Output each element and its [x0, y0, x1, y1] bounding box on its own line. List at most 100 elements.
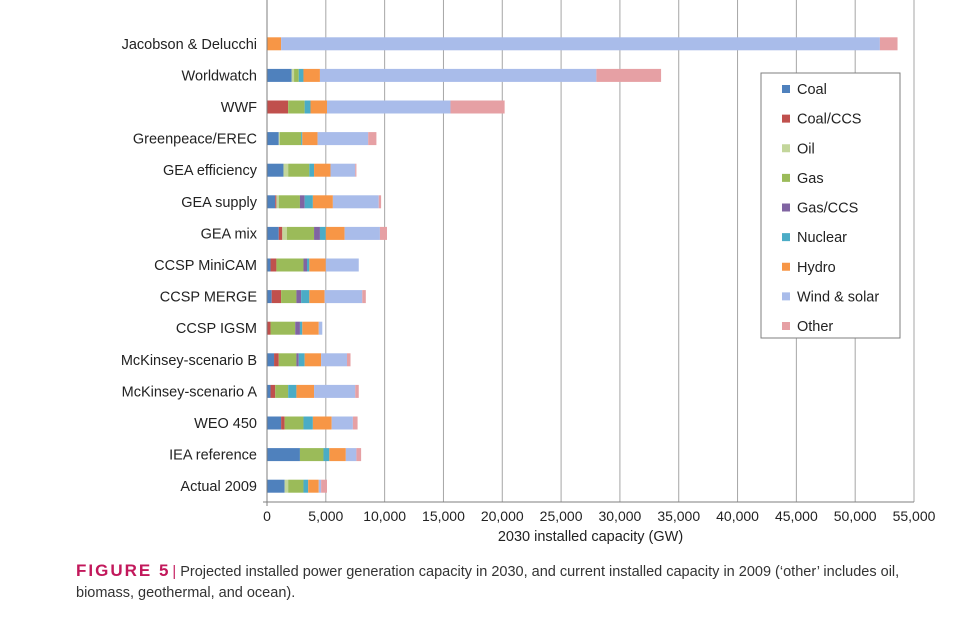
bar-segment — [302, 321, 319, 335]
bar-segment — [362, 290, 366, 304]
bar-segment — [344, 226, 380, 240]
bar-segment — [276, 258, 304, 272]
bar-segment — [323, 448, 330, 462]
legend-label: Gas — [797, 171, 824, 187]
bar-segment — [303, 68, 320, 82]
bar-segment — [352, 416, 358, 430]
bar-segment — [267, 448, 300, 462]
bar-segment — [324, 290, 363, 304]
bar-segment — [296, 290, 302, 304]
bar-segment — [286, 226, 315, 240]
x-tick-label: 40,000 — [716, 508, 759, 524]
bar-segment — [296, 384, 315, 398]
bar-segment — [267, 479, 285, 493]
bar-segment — [267, 384, 271, 398]
caption-separator: | — [172, 564, 177, 580]
bar-segment — [321, 479, 327, 493]
bar-segment — [345, 448, 357, 462]
bar-segment — [275, 195, 277, 209]
bar-segment — [346, 353, 351, 367]
bar-segment — [301, 132, 303, 146]
legend-swatch — [782, 233, 790, 242]
bar-segment — [288, 163, 310, 177]
bar-segment — [279, 132, 302, 146]
bar-segment — [379, 226, 387, 240]
category-label: WEO 450 — [194, 416, 257, 432]
category-label: GEA efficiency — [163, 163, 258, 179]
bar-segment — [325, 226, 345, 240]
bar-segment — [284, 416, 304, 430]
bar-segment — [267, 68, 292, 82]
legend-label: Nuclear — [797, 230, 847, 246]
legend-swatch — [782, 85, 790, 93]
bar-segment — [368, 132, 377, 146]
legend-swatch — [782, 173, 790, 182]
bar-segment — [356, 448, 362, 462]
bar-segment — [317, 132, 369, 146]
bar-segment — [298, 68, 304, 82]
category-label: GEA supply — [181, 195, 258, 211]
bar-segment — [288, 100, 305, 114]
bar-segment — [274, 353, 279, 367]
bar-segment — [303, 479, 309, 493]
bar-segment — [294, 68, 299, 82]
x-tick-label: 15,000 — [422, 508, 465, 524]
bar-segment — [330, 163, 356, 177]
bar-segment — [276, 195, 279, 209]
bar-segment — [267, 37, 282, 51]
bar-segment — [270, 321, 296, 335]
bar-segment — [291, 68, 295, 82]
legend-label: Other — [797, 319, 833, 335]
bar-segment — [284, 479, 289, 493]
category-label: Jacobson & Delucchi — [122, 37, 257, 53]
bar-segment — [326, 100, 451, 114]
category-label: Worldwatch — [182, 68, 257, 84]
category-label: McKinsey-scenario B — [121, 353, 257, 369]
stacked-bar-chart: 0 5,000 10,000 15,000 20,000 25,000 30,000 35,0… — [121, 0, 936, 545]
bar-segment — [283, 163, 289, 177]
bar-segment — [319, 226, 326, 240]
bar-segment — [303, 416, 313, 430]
bar-segment — [267, 290, 272, 304]
bar-segment — [312, 195, 333, 209]
axes: 0 5,000 10,000 15,000 20,000 25,000 30,000 35,0… — [121, 0, 936, 545]
x-tick-label: 50,000 — [834, 508, 877, 524]
category-label: CCSP IGSM — [176, 321, 257, 337]
bar-segment — [329, 448, 346, 462]
x-axis-title: 2030 installed capacity (GW) — [498, 529, 683, 545]
bar-segment — [309, 290, 325, 304]
bar-segment — [296, 353, 299, 367]
legend: Coal Coal/CCS Oil Gas Gas/CCS Nuclear Hydro Win… — [760, 72, 901, 339]
category-label: CCSP MiniCAM — [154, 258, 257, 274]
bar-segment — [288, 384, 297, 398]
bar-segment — [312, 416, 332, 430]
bar-segment — [301, 290, 310, 304]
legend-swatch — [782, 292, 790, 301]
x-tick-label: 35,000 — [657, 508, 700, 524]
bar-segment — [321, 353, 347, 367]
figure-label: FIGURE 5 — [76, 561, 171, 580]
x-tick-label: 0 — [263, 508, 271, 524]
category-label: IEA reference — [169, 448, 257, 464]
bar-segment — [267, 132, 279, 146]
bars — [267, 37, 898, 493]
bar-segment — [299, 195, 305, 209]
bar-segment — [275, 384, 289, 398]
bar-segment — [302, 132, 318, 146]
legend-swatch — [782, 114, 790, 123]
bar-segment — [319, 68, 597, 82]
bar-segment — [306, 258, 310, 272]
bar-segment — [267, 321, 271, 335]
category-label: Actual 2009 — [180, 479, 257, 495]
bar-segment — [304, 353, 322, 367]
bar-segment — [314, 226, 320, 240]
category-label: McKinsey-scenario A — [122, 384, 258, 400]
bar-segment — [879, 37, 898, 51]
bar-segment — [332, 195, 379, 209]
bar-segment — [308, 479, 319, 493]
bar-segment — [281, 416, 285, 430]
category-label: Greenpeace/EREC — [133, 132, 257, 148]
bar-segment — [299, 448, 324, 462]
bar-segment — [267, 226, 279, 240]
bar-segment — [318, 321, 323, 335]
